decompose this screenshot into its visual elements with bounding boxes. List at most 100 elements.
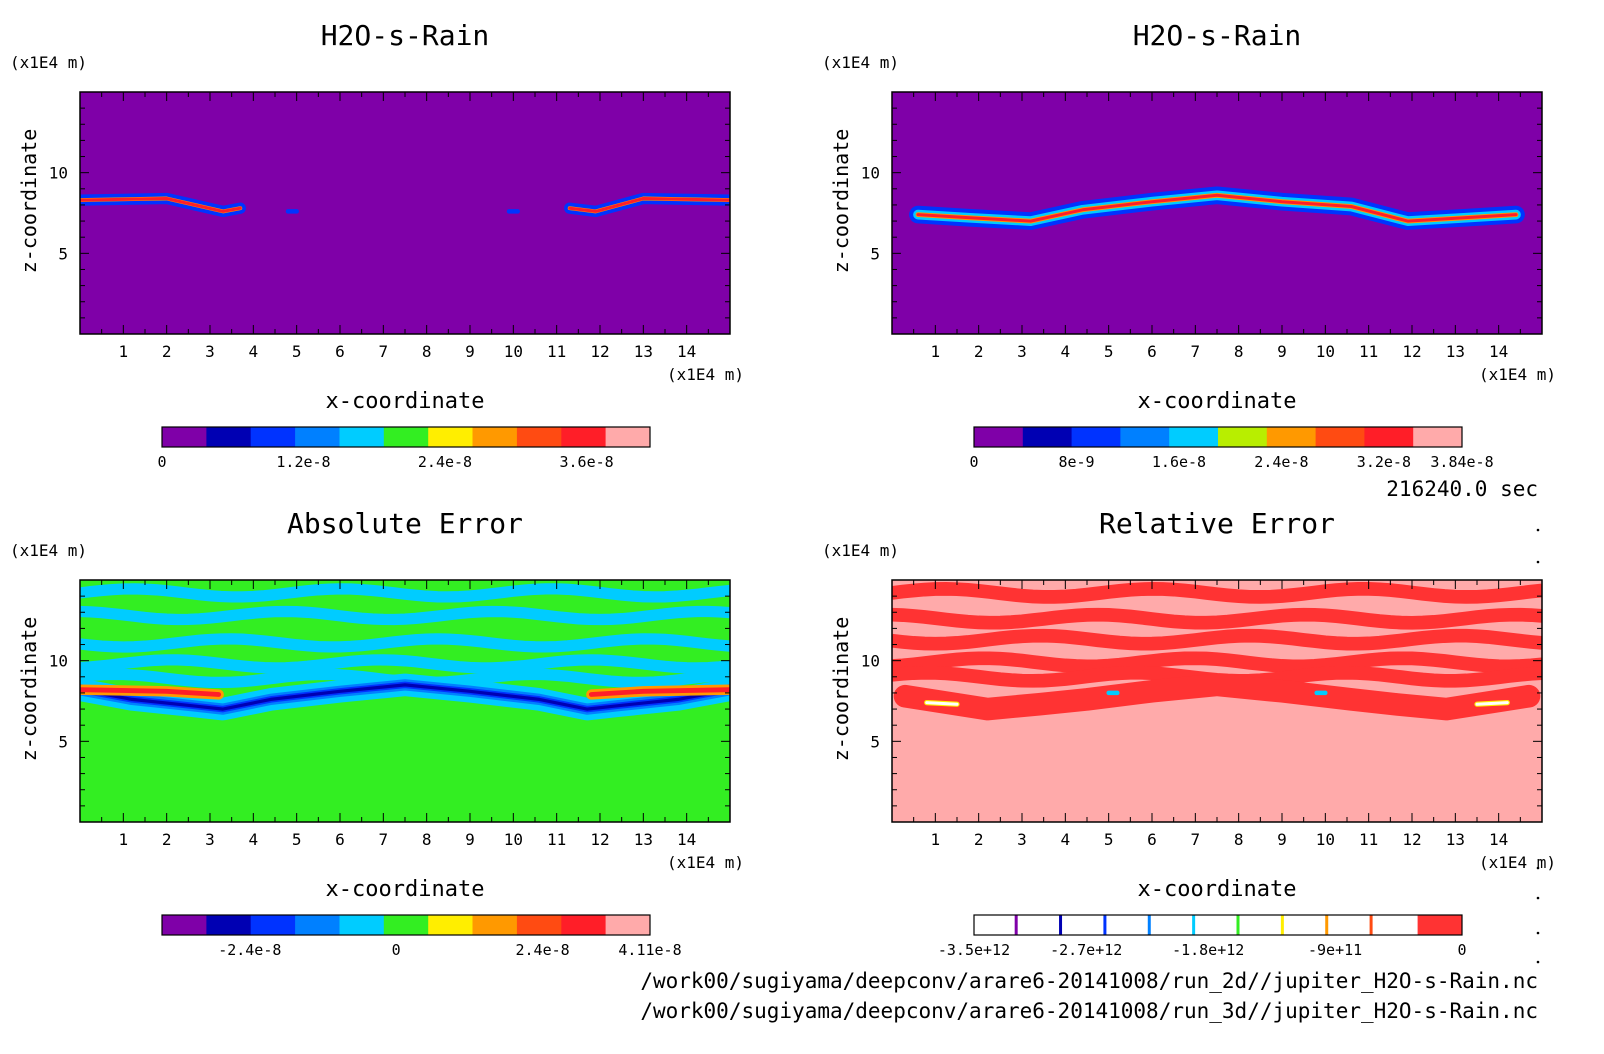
x-tick-label: 4 [249,830,259,849]
x-tick-label: 3 [205,830,215,849]
colorbar-swatch [206,427,252,447]
contour-band [892,651,1542,674]
colorbar-swatch [250,427,296,447]
colorbar-label: -9e+11 [1308,941,1362,959]
chart-panel-3: Absolute Error(x1E4 m)1 2 3 4 5 6 7 8 9 10 11 12 13 1… [10,507,744,959]
plot-area [80,580,730,822]
x-tick-label: 13 [1446,342,1465,361]
colorbar-swatch [472,915,518,935]
x-tick-label: 2 [974,830,984,849]
colorbar-label: 2.4e-8 [516,941,570,959]
x-tick-label: 12 [590,342,609,361]
plot-area [892,580,1542,822]
colorbar-swatch [605,915,651,935]
colorbar: 0 8e-9 1.6e-8 2.4e-8 3.2e-8 3.84e-8 [969,426,1494,471]
colorbar-swatch [1169,427,1219,447]
x-tick-label: 8 [422,342,432,361]
chart-panel-1: H2O-s-Rain(x1E4 m)1 2 3 4 5 6 7 8 9 10 11 12 13 14510… [10,19,744,471]
colorbar-swatch [1364,427,1414,447]
colorbar-swatch [162,915,207,935]
x-tick-label: 12 [1402,342,1421,361]
colorbar-swatch [1151,915,1197,935]
colorbar-swatch [383,915,429,935]
x-tick-label: 6 [335,830,345,849]
colorbar-swatch [472,427,518,447]
colorbar-swatch [250,915,296,935]
colorbar-label: 8e-9 [1058,453,1094,471]
colorbar-swatch [162,427,207,447]
contour-feature [568,197,730,213]
colorbar-label: 3.84e-8 [1430,453,1493,471]
x-tick-label: 11 [1359,830,1378,849]
chart-title: H2O-s-Rain [321,19,490,52]
colorbar-swatch [206,915,252,935]
colorbar-frame [973,914,1463,936]
colorbar-swatch [295,915,340,935]
x-unit-label: (x1E4 m) [1479,853,1556,872]
colorbar-swatch [1417,915,1463,935]
colorbar-swatch [1315,427,1365,447]
x-tick-label: 5 [292,342,302,361]
y-tick-label: 10 [49,164,68,183]
colorbar-swatch [1107,915,1152,935]
x-tick-label: 8 [422,830,432,849]
plot-area [892,92,1542,334]
x-tick-label: 11 [1359,342,1378,361]
colorbar-swatch [974,427,1024,447]
colorbar-swatch [1373,915,1419,935]
contour-feature [80,197,242,213]
x-tick-label: 10 [504,342,523,361]
colorbar-swatch [974,915,1019,935]
x-tick-label: 13 [634,830,653,849]
colorbar-swatch [1240,915,1286,935]
x-tick-label: 14 [677,342,696,361]
chart-title: H2O-s-Rain [1133,19,1302,52]
x-tick-label: 4 [1061,830,1071,849]
x-tick-label: 1 [119,342,129,361]
colorbar-swatch [1195,915,1241,935]
colorbar-swatch [295,427,340,447]
colorbar: -2.4e-8 0 2.4e-8 4.11e-8 [161,914,682,959]
x-axis-label: x-coordinate [1138,877,1297,902]
colorbar-swatch [516,427,562,447]
colorbar-swatch [1266,427,1317,447]
contour-feature [925,701,959,706]
x-tick-label: 13 [634,342,653,361]
colorbar: -3.5e+12 -2.7e+12 -1.8e+12 -9e+11 0 [938,914,1467,959]
x-tick-label: 5 [292,830,302,849]
colorbar-label: 1.6e-8 [1152,453,1206,471]
contour-feature [80,687,222,697]
x-tick-label: 13 [1446,830,1465,849]
margin-dots [1536,528,1540,964]
colorbar-label: 0 [392,941,401,959]
colorbar-swatch [428,427,474,447]
colorbar-swatch [1120,427,1170,447]
x-unit-label: (x1E4 m) [667,365,744,384]
y-axis-label: z-coordinate [829,617,853,762]
colorbar-swatch [1218,427,1268,447]
time-label: 216240.0 sec [1386,477,1538,501]
colorbar-label: 0 [1457,941,1466,959]
x-tick-label: 2 [974,342,984,361]
colorbar-label: 1.2e-8 [276,453,330,471]
x-tick-label: 8 [1234,342,1244,361]
y-unit-label: (x1E4 m) [10,541,87,560]
plot-area [80,92,730,334]
x-tick-label: 4 [249,342,259,361]
x-tick-label: 10 [1316,342,1335,361]
colorbar-swatch [339,427,385,447]
x-tick-label: 2 [162,342,172,361]
colorbar-swatch [1018,915,1064,935]
colorbar-label: 3.2e-8 [1357,453,1411,471]
contour-feature [1475,701,1509,706]
colorbar-frame [161,914,651,936]
y-tick-label: 5 [870,732,880,751]
colorbar-label: -1.8e+12 [1172,941,1244,959]
x-tick-label: 6 [335,342,345,361]
y-axis-label: z-coordinate [829,129,853,274]
colorbar-label: 0 [969,453,978,471]
colorbar-swatch [428,915,474,935]
x-tick-label: 5 [1104,830,1114,849]
x-tick-label: 8 [1234,830,1244,849]
